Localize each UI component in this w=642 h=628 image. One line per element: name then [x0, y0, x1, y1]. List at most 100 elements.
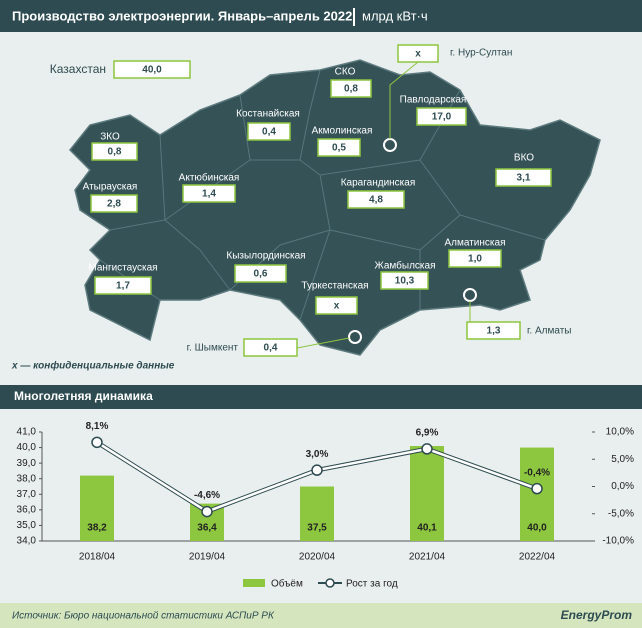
- y2-tick-label: 5,0%: [611, 454, 634, 465]
- region-name: Туркестанская: [301, 281, 368, 292]
- unit: млрд кВт·ч: [362, 8, 428, 23]
- region-name: г. Нур-Султан: [450, 48, 512, 59]
- line-marker: [421, 443, 433, 455]
- title: Производство электроэнергии. Январь–апре…: [12, 8, 352, 23]
- value-box: [448, 249, 502, 268]
- region-value: 0,8: [344, 84, 358, 95]
- region-name: Костанайская: [236, 109, 300, 120]
- line-label: -4,6%: [194, 490, 220, 501]
- region-value: 0,4: [262, 127, 276, 138]
- legend-label: Рост за год: [346, 579, 398, 590]
- x-tick-label: 2018/04: [79, 552, 116, 563]
- value-box: [91, 142, 138, 161]
- region-value: 2,8: [107, 199, 121, 210]
- region-name: ВКО: [514, 153, 534, 164]
- region-value: 0,5: [332, 143, 346, 154]
- y-tick-label: 34,0: [17, 536, 37, 547]
- y-tick-label: 37,0: [17, 489, 37, 500]
- value-box: [466, 321, 521, 340]
- section-title: Многолетняя динамика: [14, 389, 153, 403]
- region-value: x: [334, 301, 340, 312]
- x-tick-label: 2019/04: [189, 552, 226, 563]
- region-name: Павлодарская: [400, 95, 467, 106]
- city-marker: [348, 330, 362, 344]
- value-box: [330, 79, 372, 98]
- bar: [80, 475, 114, 541]
- line-marker: [311, 464, 323, 476]
- region-name: г. Алматы: [527, 326, 571, 337]
- region-name: Атырауская: [83, 182, 138, 193]
- y-tick-label: 40,0: [17, 442, 37, 453]
- region-value: 1,3: [487, 326, 501, 337]
- region-name: Актюбинская: [179, 172, 240, 184]
- value-box: [182, 184, 236, 203]
- region-name: Мангистауская: [88, 263, 157, 274]
- region-value: 10,3: [395, 276, 415, 287]
- legend-swatch: [325, 578, 335, 588]
- value-box: [113, 60, 191, 79]
- x-tick-label: 2020/04: [299, 552, 336, 563]
- region-name: Алматинская: [445, 238, 506, 249]
- value-box: [397, 44, 439, 63]
- region-value: 17,0: [432, 112, 452, 123]
- value-box: [315, 296, 358, 315]
- map-note: x — конфиденциальные данные: [11, 360, 175, 372]
- value-box: [247, 122, 291, 141]
- bar: [410, 446, 444, 541]
- header-bar: [0, 0, 642, 32]
- x-tick-label: 2022/04: [519, 552, 556, 563]
- region-value: 1,0: [468, 254, 482, 265]
- region-value: 1,7: [116, 281, 130, 292]
- region-name: Кызылординская: [226, 251, 305, 262]
- value-box: [94, 276, 152, 295]
- region-value: 4,8: [369, 195, 383, 206]
- footer-bar: [0, 603, 642, 628]
- value-box: [380, 271, 429, 290]
- y-tick-label: 36,0: [17, 504, 37, 515]
- legend-swatch: [243, 579, 265, 587]
- bar-label: 37,5: [307, 523, 327, 534]
- leader-line: [389, 61, 419, 139]
- legend-label: Объём: [271, 578, 303, 590]
- value-box: [90, 194, 138, 213]
- region-value: 0,8: [108, 147, 122, 158]
- y-tick-label: 35,0: [17, 520, 37, 531]
- line-label: 8,1%: [86, 421, 109, 432]
- region-value: 1,4: [202, 189, 216, 200]
- region-value: 0,4: [264, 343, 278, 354]
- region-name: г. Шымкент: [187, 343, 239, 354]
- region-value: 3,1: [517, 173, 531, 184]
- x-tick-label: 2021/04: [409, 552, 446, 563]
- value-box: [317, 138, 361, 157]
- y-tick-label: 41,0: [17, 427, 37, 438]
- bar-label: 40,1: [417, 523, 437, 534]
- map-country: [68, 59, 601, 356]
- region-name: Карагандинская: [341, 178, 416, 189]
- y2-tick-label: 10,0%: [606, 427, 634, 438]
- bar-label: 38,2: [87, 523, 107, 534]
- line-label: -0,4%: [524, 467, 550, 478]
- y2-tick-label: -10,0%: [602, 536, 634, 547]
- leader-line: [296, 337, 350, 349]
- value-box: [243, 338, 298, 357]
- value-box: [234, 264, 287, 283]
- region-name: Казахстан: [50, 62, 106, 76]
- value-box: [495, 168, 552, 187]
- y2-tick-label: -5,0%: [608, 508, 634, 519]
- region-value: 0,6: [254, 269, 268, 280]
- logo: EnergyProm: [561, 608, 633, 622]
- region-name: ЗКО: [100, 132, 120, 143]
- bar-label: 40,0: [527, 523, 547, 534]
- line-label: 6,9%: [416, 428, 439, 439]
- region-name: СКО: [335, 67, 356, 78]
- y-tick-label: 38,0: [17, 473, 37, 484]
- line-marker: [91, 436, 103, 449]
- bar: [300, 486, 334, 541]
- bar-label: 36,4: [197, 523, 217, 534]
- region-name: Жамбылская: [375, 260, 436, 272]
- line-label: 3,0%: [306, 449, 329, 460]
- line-marker: [531, 482, 543, 495]
- section-bar: [0, 385, 642, 409]
